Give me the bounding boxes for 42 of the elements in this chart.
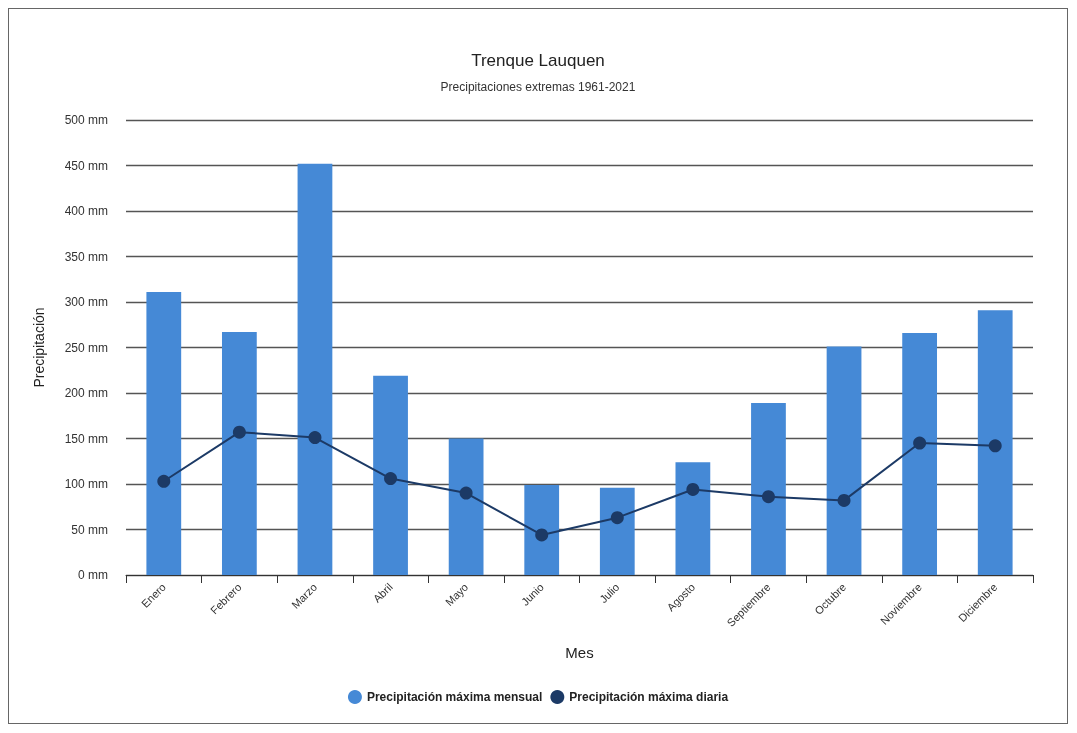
legend-label: Precipitación máxima diaria	[569, 690, 729, 704]
bar	[221, 332, 257, 575]
bar	[977, 310, 1013, 575]
y-tick-label: 350 mm	[64, 249, 108, 264]
y-tick-label: 450 mm	[64, 158, 108, 173]
y-tick-label: 150 mm	[64, 431, 108, 446]
bar	[599, 487, 635, 575]
bar	[146, 291, 182, 575]
x-tick-label: Julio	[597, 580, 622, 606]
point	[988, 439, 1002, 453]
y-tick-label: 400 mm	[64, 204, 108, 218]
chart-title: Trenque Lauquen	[471, 51, 605, 70]
point	[384, 472, 398, 486]
bar	[675, 462, 711, 575]
legend-label: Precipitación máxima mensual	[366, 690, 543, 704]
bar	[751, 403, 786, 575]
point	[837, 493, 851, 507]
y-tick-label: 500 mm	[64, 113, 108, 127]
y-tick-label: 100 mm	[64, 477, 108, 491]
y-tick-label: 0 mm	[78, 568, 108, 582]
point	[913, 436, 927, 450]
chart-subtitle: Precipitaciones extremas 1961-2021	[440, 80, 636, 94]
bar	[524, 484, 560, 575]
point	[761, 490, 775, 504]
y-tick-label: 50 mm	[71, 522, 108, 537]
point	[308, 431, 322, 445]
point	[232, 425, 246, 439]
point	[610, 511, 624, 525]
y-tick-label: 200 mm	[64, 386, 108, 400]
bar	[902, 332, 938, 575]
y-axis-title: Precipitación	[31, 307, 47, 388]
bar	[448, 438, 484, 575]
y-tick-label: 300 mm	[64, 295, 108, 309]
bar	[373, 375, 408, 575]
y-tick-label: 250 mm	[64, 340, 108, 355]
x-axis-title: Mes	[565, 644, 594, 661]
point	[157, 474, 171, 488]
point	[686, 482, 700, 496]
bar	[826, 346, 862, 575]
point	[535, 528, 549, 542]
bar	[297, 163, 333, 575]
point	[459, 486, 473, 500]
